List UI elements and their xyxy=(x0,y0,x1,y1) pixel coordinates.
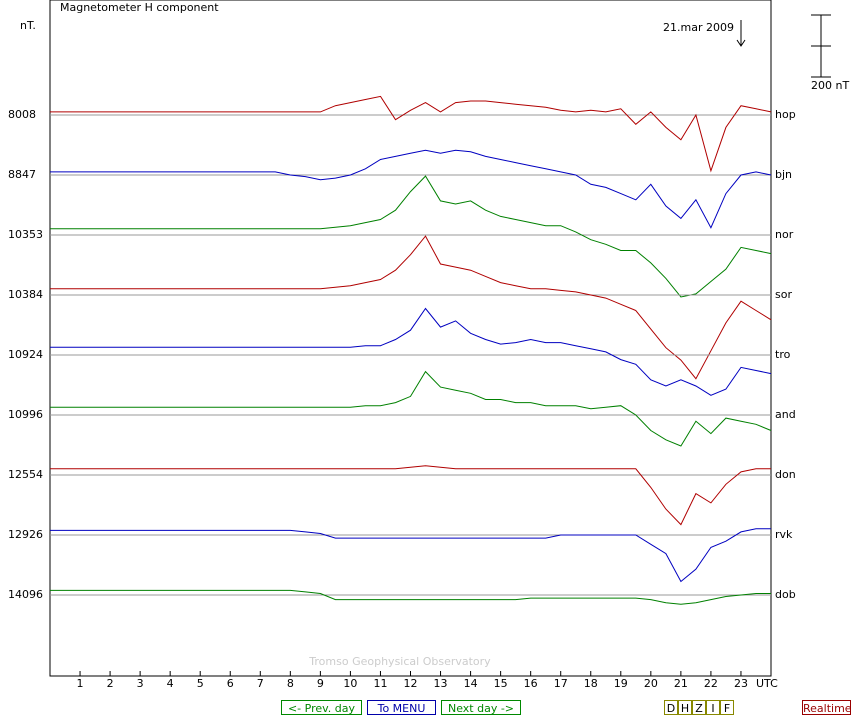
baseline-label: 12554 xyxy=(8,468,43,481)
x-tick-label: 19 xyxy=(614,677,628,690)
x-tick-label: 18 xyxy=(584,677,598,690)
trace xyxy=(50,370,772,447)
watermark: Tromso Geophysical Observatory xyxy=(308,655,491,668)
x-tick-label: 10 xyxy=(343,677,357,690)
time-arrow-head xyxy=(736,39,746,47)
station-label: don xyxy=(775,468,796,481)
x-tick-label: 15 xyxy=(494,677,508,690)
station-label: nor xyxy=(775,228,794,241)
x-tick-label: 4 xyxy=(167,677,174,690)
trace xyxy=(50,149,772,229)
baseline-label: 8847 xyxy=(8,168,36,181)
x-tick-label: 23 xyxy=(734,677,748,690)
baseline-label: 14096 xyxy=(8,588,43,601)
prev-day-button[interactable]: <- Prev. day xyxy=(281,700,362,715)
x-tick-label: 3 xyxy=(137,677,144,690)
date: 21.mar 2009 xyxy=(663,21,734,34)
x-tick-label: 5 xyxy=(197,677,204,690)
x-tick-label: 8 xyxy=(287,677,294,690)
x-tick-label: 22 xyxy=(704,677,718,690)
x-tick-label: 21 xyxy=(674,677,688,690)
component-button[interactable]: I xyxy=(706,700,720,715)
component-button[interactable]: Z xyxy=(692,700,706,715)
x-tick-label: 20 xyxy=(644,677,658,690)
station-label: hop xyxy=(775,108,796,121)
station-label: sor xyxy=(775,288,792,301)
x-tick-label: 12 xyxy=(404,677,418,690)
baseline-label: 10384 xyxy=(8,288,43,301)
x-tick-label: 13 xyxy=(434,677,448,690)
baseline-label: 8008 xyxy=(8,108,36,121)
x-tick-label: 9 xyxy=(317,677,324,690)
station-label: dob xyxy=(775,588,796,601)
trace xyxy=(50,528,771,583)
x-tick-label: 1 xyxy=(77,677,84,690)
trace xyxy=(50,235,772,380)
x-tick-label: 14 xyxy=(464,677,478,690)
baseline-label: 12926 xyxy=(8,528,43,541)
chart-title: Magnetometer H component xyxy=(60,1,219,14)
plot-frame xyxy=(49,0,772,677)
station-label: bjn xyxy=(775,168,792,181)
trace xyxy=(50,307,772,396)
station-label: tro xyxy=(775,348,791,361)
x-tick-label: 2 xyxy=(107,677,114,690)
menu-button[interactable]: To MENU xyxy=(367,700,436,715)
next-day-button[interactable]: Next day -> xyxy=(441,700,521,715)
x-tick-label: 16 xyxy=(524,677,538,690)
x-tick-label: 6 xyxy=(227,677,234,690)
trace xyxy=(50,465,771,526)
scale-label: 200 nT xyxy=(811,79,849,92)
baseline-label: 10924 xyxy=(8,348,43,361)
component-button[interactable]: F xyxy=(720,700,734,715)
station-label: and xyxy=(775,408,796,421)
trace xyxy=(50,95,772,173)
component-button[interactable]: H xyxy=(678,700,692,715)
x-tick-label: 11 xyxy=(373,677,387,690)
baseline-label: 10996 xyxy=(8,408,43,421)
realtime-button[interactable]: Realtime xyxy=(802,700,852,715)
x-axis-label: UTC xyxy=(756,677,778,690)
baseline-label: 10353 xyxy=(8,228,43,241)
chart: Magnetometer H component nT. 21.mar 2009… xyxy=(8,0,849,690)
x-tick-label: 17 xyxy=(554,677,568,690)
component-button[interactable]: D xyxy=(664,700,678,715)
y-unit: nT. xyxy=(20,19,36,32)
trace xyxy=(50,175,772,298)
x-tick-label: 7 xyxy=(257,677,264,690)
station-label: rvk xyxy=(775,528,793,541)
trace xyxy=(50,589,771,605)
